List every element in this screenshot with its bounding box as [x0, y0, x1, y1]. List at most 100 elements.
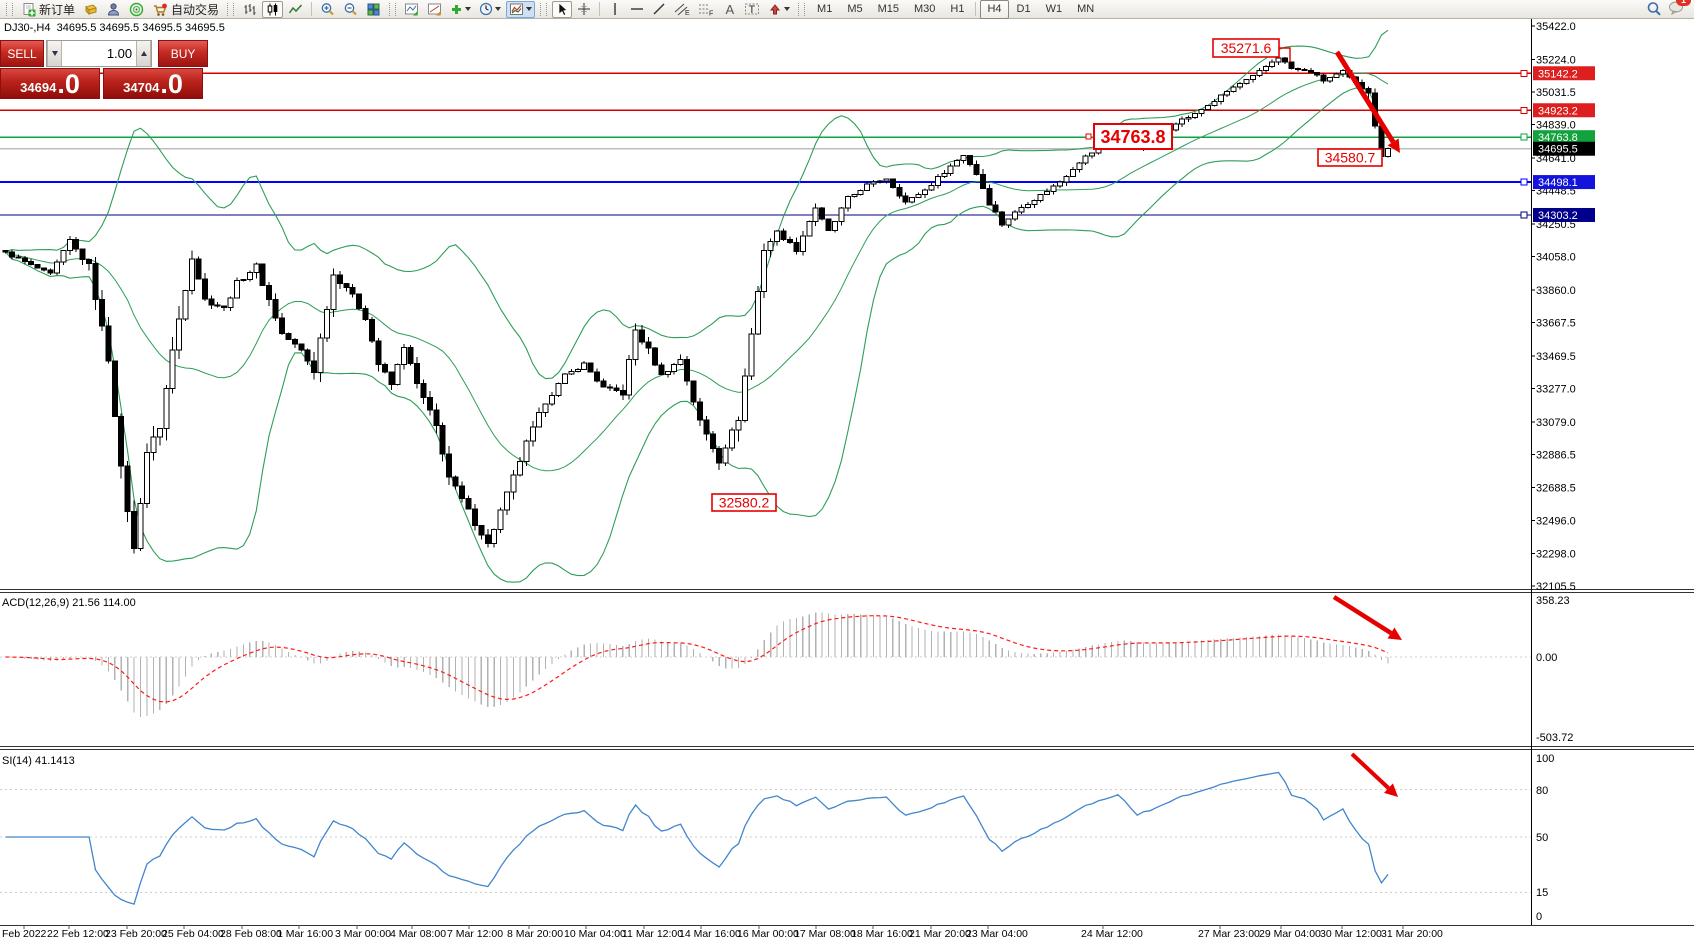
notifications-button[interactable]: 1	[1668, 0, 1691, 20]
svg-text:1 Mar 16:00: 1 Mar 16:00	[277, 928, 333, 940]
search-icon[interactable]	[1646, 1, 1662, 17]
svg-text:34303.2: 34303.2	[1538, 210, 1578, 222]
toolbar-grip[interactable]	[389, 2, 397, 16]
svg-text:34580.7: 34580.7	[1325, 150, 1376, 166]
chevron-down-icon	[526, 7, 533, 11]
svg-text:23 Mar 04:00: 23 Mar 04:00	[966, 928, 1028, 940]
sell-price-display[interactable]: 34694.0	[0, 68, 100, 99]
cursor-arrow-icon	[558, 2, 568, 16]
text-label-icon: T	[745, 3, 760, 16]
svg-text:100: 100	[1536, 753, 1554, 765]
svg-text:34763.8: 34763.8	[1100, 127, 1165, 147]
buy-price-display[interactable]: 34704.0	[103, 68, 203, 99]
tile-windows-icon	[367, 3, 380, 15]
horizontal-line-icon	[631, 8, 644, 10]
new-order-button[interactable]: 新订单	[18, 1, 78, 18]
timeframe-m30[interactable]: M30	[914, 2, 936, 15]
svg-text:34839.0: 34839.0	[1536, 119, 1576, 131]
timeframe-group: M1 M5 M15 M30 H1 H4 D1 W1 MN	[810, 0, 1101, 19]
text-label-tool-button[interactable]: T	[741, 1, 763, 18]
timeframe-m1[interactable]: M1	[817, 2, 833, 15]
trendline-icon	[653, 3, 665, 15]
svg-text:23 Feb 20:00: 23 Feb 20:00	[105, 928, 167, 940]
navigator-person-icon	[108, 2, 120, 15]
buy-price-int: 34704	[123, 80, 160, 95]
horizontal-line-tool-button[interactable]	[627, 1, 647, 18]
svg-text:35142.2: 35142.2	[1538, 68, 1578, 80]
indicators-window-button[interactable]	[401, 1, 422, 18]
auto-trading-label: 自动交易	[171, 2, 220, 17]
toolbar-grip[interactable]	[6, 2, 13, 16]
periods-button[interactable]	[476, 1, 504, 18]
bar-chart-mode-button[interactable]	[239, 1, 260, 18]
bar-chart-icon	[244, 3, 256, 15]
pane-labels: ACD(12,26,9) 21.56 114.00 SI(14) 41.1413	[2, 597, 136, 767]
candles-layer	[2, 57, 1391, 554]
toolbar-grip[interactable]	[540, 2, 548, 16]
add-indicator-button[interactable]	[447, 1, 474, 18]
new-order-icon	[23, 2, 36, 16]
zoom-in-button[interactable]	[317, 1, 338, 18]
timeframe-d1[interactable]: D1	[1016, 2, 1031, 15]
chart-title-ohlc: DJ30-,H4 34695.5 34695.5 34695.5 34695.5	[4, 22, 225, 34]
timeframe-h4[interactable]: H4	[980, 0, 1009, 19]
svg-text:32688.5: 32688.5	[1536, 483, 1576, 495]
zoom-in-icon	[321, 2, 334, 15]
vertical-line-tool-button[interactable]	[605, 1, 625, 18]
svg-text:0.00: 0.00	[1536, 652, 1557, 664]
svg-text:34641.0: 34641.0	[1536, 153, 1576, 165]
svg-text:358.23: 358.23	[1536, 595, 1570, 607]
indicator-levels-layer	[0, 656, 1531, 893]
frame-layer	[0, 19, 1694, 926]
timeframe-mn[interactable]: MN	[1077, 2, 1095, 15]
buy-price-dec: .0	[160, 69, 183, 99]
svg-text:T: T	[749, 4, 756, 16]
svg-text:3 Mar 00:00: 3 Mar 00:00	[335, 928, 391, 940]
symbol-period-label: DJ30-,H4	[4, 22, 51, 34]
svg-text:F: F	[709, 11, 713, 17]
svg-text:22 Feb 12:00: 22 Feb 12:00	[47, 928, 109, 940]
zoom-out-icon	[344, 2, 357, 15]
timeframe-h1[interactable]: H1	[950, 2, 965, 15]
sell-button[interactable]: SELL	[0, 40, 45, 67]
tile-windows-button[interactable]	[363, 1, 384, 18]
data-window-button[interactable]	[80, 1, 101, 18]
clock-icon	[479, 2, 493, 16]
cursor-tool-button[interactable]	[552, 0, 573, 18]
objects-window-button[interactable]	[424, 1, 445, 18]
timeframe-w1[interactable]: W1	[1045, 2, 1063, 15]
equidistant-channel-tool-button[interactable]: E	[671, 1, 693, 18]
fibonacci-tool-button[interactable]: F	[695, 1, 717, 18]
timeframe-m5[interactable]: M5	[847, 2, 863, 15]
navigator-button[interactable]	[103, 1, 124, 18]
chart-properties-button[interactable]	[506, 0, 536, 18]
trendline-tool-button[interactable]	[649, 1, 669, 18]
volume-decrease-button[interactable]	[47, 41, 63, 66]
toolbar-grip[interactable]	[227, 2, 235, 16]
svg-text:32580.2: 32580.2	[719, 495, 770, 511]
zoom-out-button[interactable]	[340, 1, 361, 18]
fibonacci-icon: F	[699, 4, 713, 17]
svg-text:24 Mar 12:00: 24 Mar 12:00	[1081, 928, 1143, 940]
line-chart-mode-button[interactable]	[285, 1, 306, 18]
text-tool-button[interactable]: A	[719, 1, 739, 18]
chevron-down-icon	[784, 7, 791, 11]
svg-text:15: 15	[1536, 887, 1548, 899]
timeframe-m15[interactable]: M15	[877, 2, 899, 15]
toolbar-grip[interactable]	[798, 2, 806, 16]
candlestick-mode-button[interactable]	[262, 0, 284, 18]
bollinger-bands-layer	[5, 29, 1389, 583]
crosshair-tool-button[interactable]	[574, 1, 594, 18]
svg-text:33079.0: 33079.0	[1536, 417, 1576, 429]
volume-increase-button[interactable]	[136, 41, 152, 66]
auto-trading-button[interactable]: 自动交易	[149, 1, 222, 18]
volume-input[interactable]	[62, 41, 137, 66]
buy-button[interactable]: BUY	[158, 40, 208, 67]
toolbar-right-group: 1	[1646, 0, 1691, 20]
arrows-tool-button[interactable]	[765, 1, 793, 18]
svg-text:34695.5: 34695.5	[1538, 144, 1578, 156]
objects-chart-icon	[428, 3, 442, 15]
signals-button[interactable]	[126, 1, 147, 18]
